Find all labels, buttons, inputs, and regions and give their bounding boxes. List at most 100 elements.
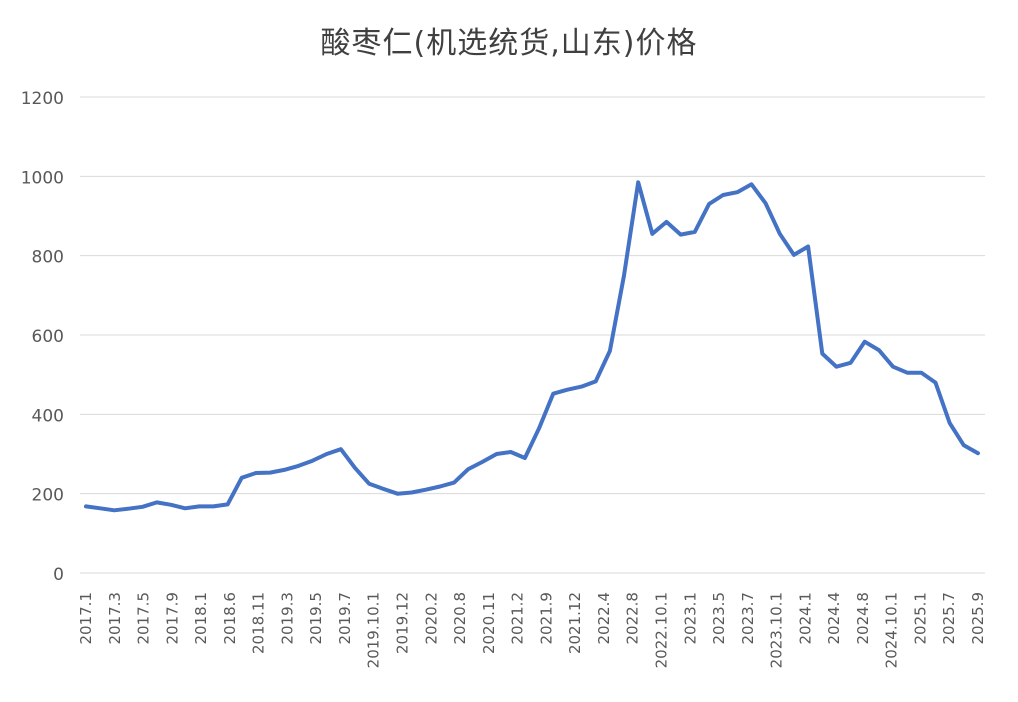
data-point: [438, 484, 442, 489]
data-point: [523, 456, 527, 460]
data-point: [877, 348, 881, 352]
data-point: [933, 381, 938, 385]
y-axis-tick-labels: 0 200 400 600 800 1000 1200: [21, 89, 64, 585]
data-point: [707, 202, 711, 206]
data-point: [495, 452, 499, 456]
x-tick-label: 2020.2: [422, 592, 440, 645]
x-tick-label: 2025.7: [940, 592, 958, 645]
data-point: [268, 471, 272, 475]
grid-layer: [80, 96, 985, 574]
x-tick-label: 2019.7: [336, 592, 354, 645]
data-point: [664, 220, 669, 224]
data-point: [381, 487, 385, 491]
data-point: [98, 506, 102, 510]
data-point: [254, 471, 258, 475]
x-tick-label: 2025.1: [911, 592, 929, 645]
data-point: [891, 365, 895, 369]
data-point: [792, 253, 796, 257]
data-point: [367, 482, 371, 486]
data-point: [820, 352, 824, 356]
data-point: [112, 508, 116, 512]
data-point: [466, 467, 470, 471]
data-point: [962, 443, 966, 447]
data-point: [197, 504, 201, 508]
data-point: [764, 201, 768, 205]
x-tick-label: 2017.3: [106, 592, 124, 645]
data-point: [905, 371, 909, 375]
data-point: [537, 426, 541, 430]
y-tick-label: 0: [53, 565, 64, 585]
data-point: [126, 507, 131, 511]
data-point: [339, 447, 343, 451]
data-point: [410, 490, 414, 495]
y-tick-label: 800: [32, 248, 64, 268]
data-point: [353, 466, 357, 470]
y-tick-label: 200: [32, 486, 64, 506]
data-point: [325, 452, 329, 456]
x-tick-label: 2024.4: [825, 592, 843, 645]
y-tick-label: 1000: [21, 168, 64, 188]
data-point: [622, 273, 626, 278]
data-point: [919, 371, 924, 375]
x-tick-label: 2018.11: [250, 592, 268, 654]
data-point: [749, 182, 754, 186]
data-point: [650, 232, 654, 236]
data-point: [211, 504, 215, 508]
x-tick-label: 2019.10.1: [365, 592, 383, 668]
data-point: [834, 365, 839, 369]
data-point: [594, 379, 598, 383]
x-tick-label: 2018.6: [221, 592, 239, 645]
x-tick-label: 2023.1: [681, 592, 699, 645]
data-point: [565, 388, 570, 392]
x-tick-label: 2024.8: [854, 592, 872, 645]
data-point: [948, 421, 952, 425]
x-tick-label: 2022.4: [595, 592, 613, 645]
data-point: [452, 481, 456, 485]
x-tick-label: 2017.9: [163, 592, 181, 645]
data-point: [84, 504, 88, 508]
data-point: [395, 492, 400, 496]
data-point: [226, 502, 230, 506]
data-point: [849, 361, 853, 365]
x-tick-label: 2024.1: [796, 592, 814, 645]
data-point: [296, 464, 300, 468]
data-point: [551, 392, 555, 396]
data-point: [636, 180, 640, 184]
x-axis-tick-labels: 2017.1 2017.3 2017.5 2017.9 2018.1 2018.6 2018…: [77, 592, 987, 668]
x-tick-label: 2023.10.1: [768, 592, 786, 668]
data-point: [863, 340, 867, 344]
y-tick-label: 600: [32, 327, 64, 347]
x-tick-label: 2019.12: [394, 592, 412, 654]
data-point: [679, 233, 683, 237]
data-point: [424, 488, 428, 492]
x-tick-label: 2017.1: [77, 592, 95, 645]
y-tick-label: 400: [32, 406, 64, 426]
x-tick-label: 2020.8: [451, 592, 469, 645]
data-point: [169, 503, 173, 507]
x-tick-label: 2024.10.1: [883, 592, 901, 668]
x-tick-label: 2022.10.1: [652, 592, 670, 668]
chart-title: 酸枣仁(机选统货,山东)价格: [320, 26, 698, 61]
series-layer: [84, 180, 980, 513]
data-point: [778, 232, 782, 236]
data-point: [183, 506, 187, 510]
x-tick-label: 2020.11: [480, 592, 498, 654]
data-point: [282, 468, 286, 472]
data-point: [155, 500, 159, 504]
x-tick-label: 2023.5: [710, 592, 728, 645]
x-tick-label: 2018.1: [192, 592, 210, 645]
x-tick-label: 2021.9: [537, 592, 555, 645]
data-point: [480, 460, 484, 464]
y-tick-label: 1200: [21, 89, 64, 109]
data-point: [806, 244, 810, 249]
data-point: [976, 451, 980, 455]
data-point: [721, 193, 725, 197]
data-point: [608, 349, 612, 353]
data-point: [141, 505, 145, 509]
x-tick-label: 2021.12: [566, 592, 584, 654]
data-point: [693, 230, 697, 234]
data-point: [580, 385, 584, 389]
data-point: [310, 459, 315, 463]
